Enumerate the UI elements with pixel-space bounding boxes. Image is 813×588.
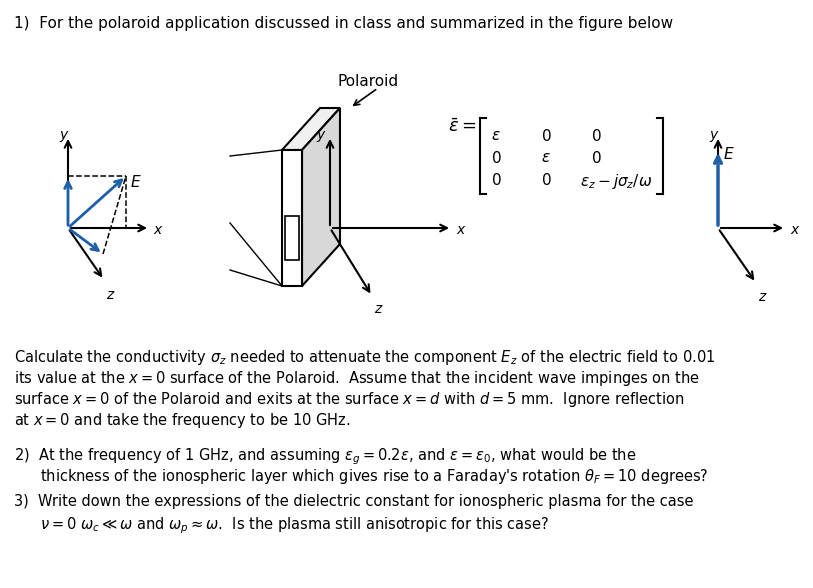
Text: $\bar{\varepsilon} = $: $\bar{\varepsilon} = $ xyxy=(448,118,476,136)
Text: its value at the $x = 0$ surface of the Polaroid.  Assume that the incident wave: its value at the $x = 0$ surface of the … xyxy=(14,369,700,388)
Text: $\nu = 0\ \omega_c \ll \omega$ and $\omega_p \approx \omega$.  Is the plasma sti: $\nu = 0\ \omega_c \ll \omega$ and $\ome… xyxy=(40,515,549,536)
Text: $\varepsilon$: $\varepsilon$ xyxy=(541,150,551,165)
Text: z: z xyxy=(106,288,113,302)
Text: 2)  At the frequency of 1 GHz, and assuming $\varepsilon_g = 0.2\varepsilon$, an: 2) At the frequency of 1 GHz, and assumi… xyxy=(14,446,637,467)
Text: $\varepsilon_z - j\sigma_z/\omega$: $\varepsilon_z - j\sigma_z/\omega$ xyxy=(580,172,652,191)
Text: surface $x = 0$ of the Polaroid and exits at the surface $x = d$ with $d = 5$ mm: surface $x = 0$ of the Polaroid and exit… xyxy=(14,390,685,409)
Text: z: z xyxy=(758,290,765,304)
Text: at $x = 0$ and take the frequency to be 10 GHz.: at $x = 0$ and take the frequency to be … xyxy=(14,411,350,430)
Text: $0$: $0$ xyxy=(591,128,602,144)
Text: y: y xyxy=(59,128,67,142)
Polygon shape xyxy=(302,108,340,286)
Text: x: x xyxy=(153,223,161,237)
Text: $0$: $0$ xyxy=(491,150,502,166)
Text: $0$: $0$ xyxy=(591,150,602,166)
Text: x: x xyxy=(790,223,798,237)
Text: $0$: $0$ xyxy=(541,172,551,188)
Polygon shape xyxy=(282,150,302,286)
Text: 1)  For the polaroid application discussed in class and summarized in the figure: 1) For the polaroid application discusse… xyxy=(14,16,673,31)
Text: x: x xyxy=(456,223,464,237)
Text: $\varepsilon$: $\varepsilon$ xyxy=(491,128,501,143)
Text: y: y xyxy=(317,128,325,142)
Text: y: y xyxy=(709,128,717,142)
Text: Polaroid: Polaroid xyxy=(337,74,398,89)
Text: z: z xyxy=(374,302,381,316)
Text: 3)  Write down the expressions of the dielectric constant for ionospheric plasma: 3) Write down the expressions of the die… xyxy=(14,494,693,509)
Text: Calculate the conductivity $\sigma_z$ needed to attenuate the component $E_z$ of: Calculate the conductivity $\sigma_z$ ne… xyxy=(14,348,715,367)
Text: $E$: $E$ xyxy=(723,146,735,162)
Polygon shape xyxy=(282,108,340,150)
Text: $0$: $0$ xyxy=(491,172,502,188)
Text: $E$: $E$ xyxy=(130,174,141,190)
Text: $0$: $0$ xyxy=(541,128,551,144)
Text: thickness of the ionospheric layer which gives rise to a Faraday's rotation $\th: thickness of the ionospheric layer which… xyxy=(40,467,709,486)
